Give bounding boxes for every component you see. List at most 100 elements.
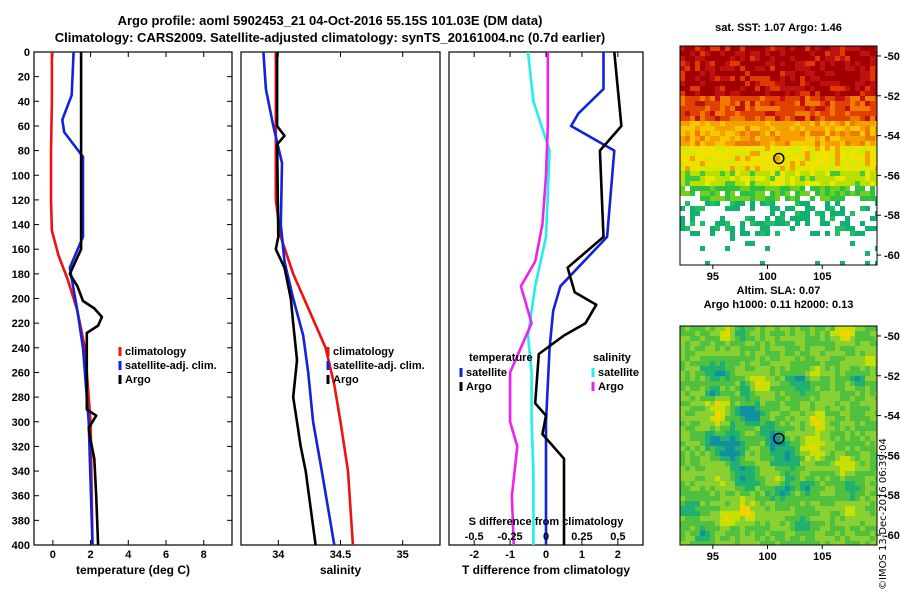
map-title: sat. SST: 1.07 Argo: 1.46 [715, 22, 842, 34]
top-axis-label: S difference from climatology [469, 516, 625, 528]
x-axis-label: salinity [320, 563, 362, 577]
ytick-label: -54 [884, 131, 900, 143]
ytick-label: -56 [884, 170, 900, 182]
ytick-label: 360 [12, 491, 30, 503]
xtick-label: -2 [469, 549, 479, 561]
legend-label: Argo [333, 374, 359, 386]
legend-label: Argo [466, 381, 492, 393]
series-line-black [533, 51, 623, 545]
xtick-label: 34.5 [330, 549, 351, 561]
ytick-label: 100 [12, 170, 30, 182]
ytick-label: -52 [884, 91, 900, 103]
map-frame [679, 45, 878, 266]
ytick-label: -50 [884, 331, 900, 343]
ytick-label: 240 [12, 343, 30, 355]
series-line-blue [262, 51, 336, 546]
xtick-label: 2 [88, 549, 94, 561]
legend-label: Argo [598, 381, 624, 393]
ytick-label: 160 [12, 244, 30, 256]
heatmap-cells [680, 326, 877, 545]
ytick-label: -54 [884, 411, 900, 423]
xtick-label: 105 [813, 271, 831, 283]
series-line-black [68, 52, 104, 546]
top-tick-label: 0.5 [610, 531, 625, 543]
legend-label: climatology [333, 346, 395, 358]
timestamp: ©IMOS 13-Dec-2016 06:39:04 [878, 438, 889, 590]
ytick-label: 80 [18, 146, 30, 158]
xtick-label: 6 [163, 549, 169, 561]
ytick-label: 200 [12, 294, 30, 306]
series-line-cyan [526, 51, 551, 545]
top-tick-label: 0 [543, 531, 549, 543]
ytick-label: 60 [18, 121, 30, 133]
xtick-label: 100 [758, 551, 776, 563]
map-title: Altim. SLA: 0.07 [737, 285, 821, 297]
ytick-label: 380 [12, 515, 30, 527]
xtick-label: 8 [201, 549, 207, 561]
ytick-label: -58 [884, 490, 900, 502]
x-axis-label: T difference from climatology [462, 563, 630, 577]
ytick-label: -60 [884, 530, 900, 542]
legend-header: salinity [593, 352, 632, 364]
xtick-label: 1 [579, 549, 585, 561]
ytick-label: 260 [12, 367, 30, 379]
panel-sla_map: -50 -52 -54 -56 -58 -60 95 100 105 Altim. SLA: 0.… [679, 285, 900, 563]
xtick-label: 105 [813, 551, 831, 563]
legend-label: satellite-adj. clim. [125, 360, 217, 372]
ytick-label: 180 [12, 269, 30, 281]
title-line1: Argo profile: aoml 5902453_21 04-Oct-201… [118, 13, 543, 28]
ytick-label: 220 [12, 318, 30, 330]
series-line-blue [60, 51, 94, 546]
series-line-black [274, 52, 317, 546]
ytick-label: 340 [12, 466, 30, 478]
xtick-label: 35 [397, 549, 409, 561]
legend-label: climatology [125, 346, 187, 358]
ytick-label: 0 [24, 47, 30, 59]
ytick-label: 300 [12, 417, 30, 429]
xtick-label: 0 [543, 549, 549, 561]
map-subtitle: Argo h1000: 0.11 h2000: 0.13 [704, 299, 854, 311]
panel-temperature: 0204060801001201401601802002202402602803… [12, 47, 233, 577]
ytick-label: 40 [18, 96, 30, 108]
legend-header: temperature [469, 352, 533, 364]
xtick-label: 0 [50, 549, 56, 561]
series-line-blue [544, 52, 616, 545]
ytick-label: -52 [884, 371, 900, 383]
ytick-label: 140 [12, 220, 30, 232]
heatmap-cells [680, 46, 877, 265]
ytick-label: 20 [18, 72, 30, 84]
legend-label: satellite [598, 367, 639, 379]
legend-label: satellite [466, 367, 507, 379]
ytick-label: 400 [12, 540, 30, 552]
ytick-label: -56 [884, 450, 900, 462]
xtick-label: 2 [615, 549, 621, 561]
xtick-label: 95 [707, 551, 719, 563]
xtick-label: 95 [707, 271, 719, 283]
xtick-label: 4 [125, 549, 132, 561]
x-axis-label: temperature (deg C) [76, 563, 190, 577]
map-frame [679, 325, 878, 546]
panel-salinity: 34 34.5 35 salinity climatology satellite-adj… [240, 51, 441, 577]
ytick-label: -50 [884, 51, 900, 63]
ytick-label: 280 [12, 392, 30, 404]
ytick-label: -60 [884, 250, 900, 262]
xtick-label: -1 [505, 549, 515, 561]
top-tick-label: 0.25 [571, 531, 592, 543]
plot-frame [240, 51, 441, 546]
ytick-label: 320 [12, 441, 30, 453]
panel-difference: -2 -1 0 1 2 T difference from climatology S di… [448, 51, 644, 577]
ytick-label: -58 [884, 210, 900, 222]
series-line-magenta [508, 52, 550, 546]
legend-label: satellite-adj. clim. [333, 360, 425, 372]
ytick-label: 120 [12, 195, 30, 207]
panel-sst_map: -50 -52 -54 -56 -58 -60 95 100 105 sat. SST: 1.07… [679, 22, 900, 283]
argo-marker [773, 152, 785, 165]
top-tick-label: -0.5 [465, 531, 484, 543]
title-line2: Climatology: CARS2009. Satellite-adjuste… [55, 30, 606, 45]
xtick-label: 34 [272, 549, 285, 561]
legend-label: Argo [125, 374, 151, 386]
xtick-label: 100 [758, 271, 776, 283]
top-tick-label: -0.25 [498, 531, 523, 543]
argo-marker [773, 432, 785, 445]
